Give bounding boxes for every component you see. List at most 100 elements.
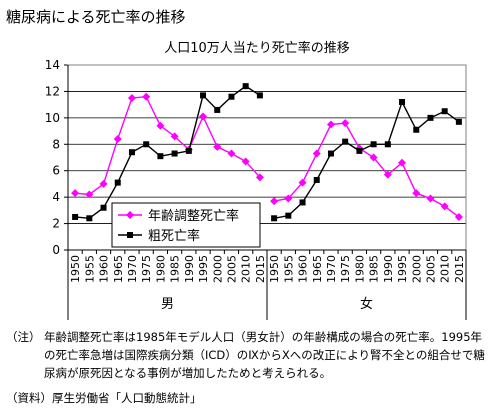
group-label: 女 (360, 296, 373, 312)
x-tick-label: 1970 (126, 255, 139, 283)
data-point (454, 212, 463, 221)
x-tick-label: 2010 (439, 255, 452, 283)
data-point (114, 179, 121, 186)
x-tick-label: 2015 (453, 255, 466, 283)
series-line (75, 95, 261, 196)
data-point (143, 141, 150, 148)
data-point (241, 157, 250, 166)
legend (111, 202, 261, 248)
x-tick-label: 1970 (325, 255, 338, 283)
x-tick-label: 2005 (424, 255, 437, 283)
data-point (440, 202, 449, 211)
data-point (455, 118, 462, 125)
data-point (341, 119, 350, 128)
data-point (228, 93, 235, 100)
x-tick-label: 1975 (140, 255, 153, 283)
legend-marker (126, 211, 134, 219)
data-point (255, 173, 264, 182)
data-point (156, 121, 165, 130)
data-point (426, 194, 435, 203)
data-point (242, 83, 249, 90)
chart-title: 人口10万人当たり死亡率の推移 (164, 40, 350, 56)
data-point (256, 92, 263, 99)
x-tick-label: 1995 (396, 255, 409, 283)
legend-marker (127, 232, 133, 238)
data-point (270, 197, 279, 206)
data-point (185, 147, 192, 154)
y-tick-label: 0 (52, 243, 60, 257)
data-point (285, 212, 292, 219)
data-point (71, 189, 80, 198)
data-point (170, 132, 179, 141)
data-point (85, 190, 94, 199)
x-tick-label: 1955 (282, 255, 295, 283)
y-tick-label: 8 (52, 137, 60, 151)
x-tick-label: 1965 (112, 255, 125, 283)
data-point (326, 120, 335, 129)
x-tick-label: 1980 (353, 255, 366, 283)
data-point (86, 215, 93, 222)
legend-label: 年齢調整死亡率 (148, 208, 239, 224)
data-point (214, 106, 221, 113)
data-point (271, 215, 278, 222)
data-point (127, 94, 136, 103)
data-point (72, 213, 79, 220)
x-tick-label: 1950 (268, 255, 281, 283)
y-tick-label: 6 (52, 164, 60, 178)
x-tick-label: 1955 (83, 255, 96, 283)
data-point (299, 199, 306, 206)
x-tick-label: 2015 (254, 255, 267, 283)
x-tick-label: 2000 (211, 255, 224, 283)
data-point (399, 99, 406, 105)
note-text: 年齢調整死亡率は1985年モデル人口（男女計）の年齢構成の場合の死亡率。1995… (44, 330, 485, 380)
note-prefix: （注） (6, 330, 41, 344)
x-tick-label: 1965 (311, 255, 324, 283)
data-point (227, 149, 236, 158)
data-point (369, 153, 378, 162)
data-point (342, 138, 349, 145)
data-point (200, 92, 207, 99)
x-tick-label: 1990 (183, 255, 196, 283)
data-point (157, 153, 164, 160)
y-tick-label: 2 (52, 217, 60, 231)
data-point (171, 150, 178, 157)
data-point (413, 126, 420, 133)
data-point (370, 141, 377, 148)
x-tick-label: 2010 (240, 255, 253, 283)
data-point (128, 149, 135, 156)
x-tick-label: 1960 (98, 255, 111, 283)
data-point (199, 112, 208, 121)
x-tick-label: 1985 (169, 255, 182, 283)
data-point (142, 92, 151, 101)
y-tick-label: 12 (45, 84, 60, 98)
data-point (298, 178, 307, 187)
x-tick-label: 1990 (382, 255, 395, 283)
page-title: 糖尿病による死亡率の推移 (6, 8, 186, 26)
data-point (327, 150, 334, 157)
group-label: 男 (161, 297, 174, 312)
data-point (284, 194, 293, 203)
data-point (383, 170, 392, 179)
data-point (213, 142, 222, 151)
data-point (313, 176, 320, 183)
data-point (384, 141, 391, 148)
data-point (441, 108, 448, 115)
x-tick-label: 1950 (69, 255, 82, 283)
x-tick-label: 1985 (368, 255, 381, 283)
data-point (427, 114, 434, 121)
y-tick-label: 10 (45, 111, 60, 125)
source-note: （資料）厚生労働省「人口動態統計」 (6, 391, 202, 405)
x-tick-label: 2005 (225, 255, 238, 283)
data-point (356, 147, 363, 154)
y-tick-label: 14 (45, 58, 60, 72)
x-tick-label: 1980 (154, 255, 167, 283)
y-tick-label: 4 (52, 190, 60, 204)
data-point (312, 149, 321, 158)
data-point (113, 135, 122, 143)
data-point (412, 189, 421, 198)
data-point (100, 204, 107, 211)
x-tick-label: 1975 (339, 255, 352, 283)
legend-label: 粗死亡率 (148, 228, 200, 244)
data-point (99, 179, 108, 188)
